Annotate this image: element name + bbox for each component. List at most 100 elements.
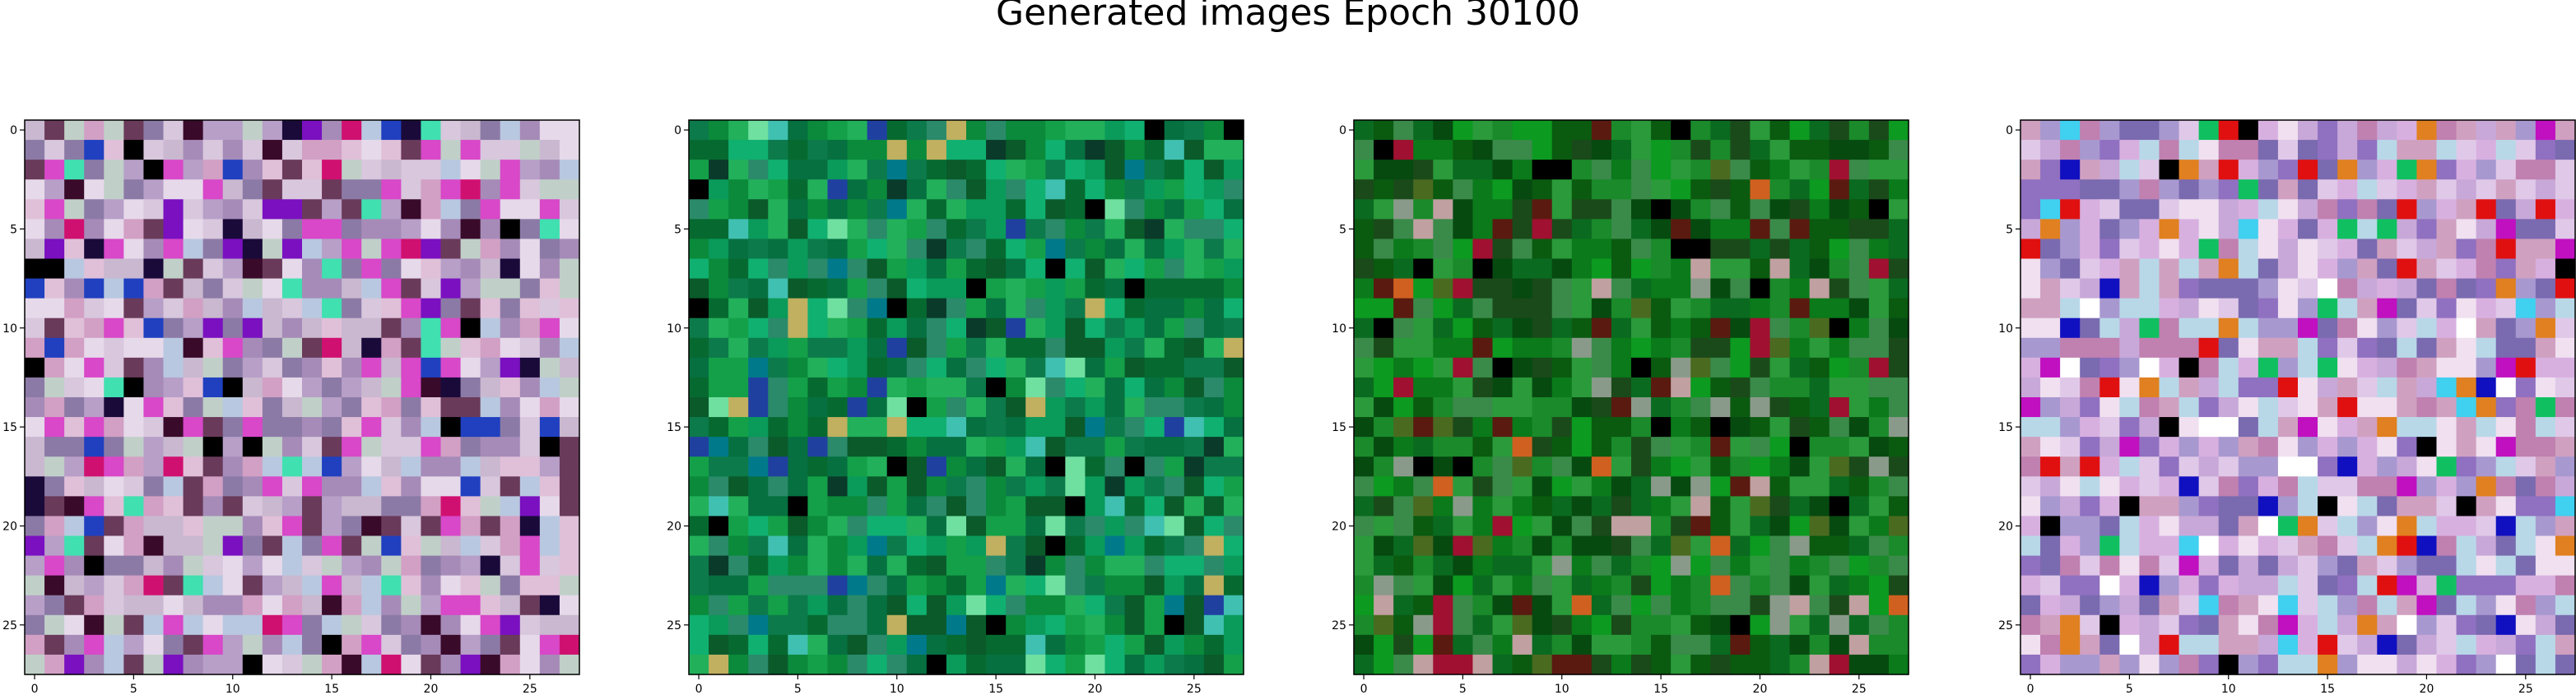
pixel-cell	[2377, 377, 2397, 398]
pixel-cell	[2178, 258, 2200, 280]
pixel-cell	[163, 199, 184, 220]
pixel-cell	[1354, 337, 1374, 359]
pixel-cell	[1512, 258, 1533, 280]
pixel-cell	[2436, 575, 2457, 596]
pixel-cell	[242, 298, 263, 319]
pixel-cell	[1144, 654, 1165, 675]
pixel-cell	[480, 535, 501, 557]
pixel-cell	[1164, 278, 1185, 299]
pixel-cell	[519, 614, 541, 636]
pixel-cell	[906, 298, 928, 319]
pixel-cell	[1374, 278, 1394, 299]
pixel-cell	[847, 555, 868, 577]
axes-frame	[1353, 119, 1909, 675]
pixel-cell	[163, 140, 184, 160]
pixel-cell	[2020, 317, 2041, 339]
pixel-cell	[143, 239, 165, 260]
pixel-cell	[2337, 298, 2358, 319]
pixel-cell	[2040, 555, 2061, 577]
pixel-cell	[440, 654, 462, 675]
pixel-cell	[1532, 555, 1553, 577]
pixel-cell	[1789, 496, 1811, 517]
pixel-cell	[2515, 258, 2536, 280]
pixel-cell	[2318, 120, 2338, 141]
pixel-cell	[1006, 278, 1026, 299]
axes-frame	[2020, 119, 2576, 675]
x-tick-label: 15	[988, 683, 1003, 695]
pixel-cell	[2555, 417, 2576, 438]
pixel-cell	[519, 595, 541, 616]
pixel-cell	[1065, 239, 1086, 260]
pixel-cell	[361, 357, 382, 378]
pixel-cell	[183, 357, 204, 378]
pixel-cell	[906, 654, 928, 675]
pixel-cell	[559, 258, 580, 280]
pixel-cell	[1789, 278, 1811, 299]
pixel-cell	[559, 199, 580, 220]
pixel-cell	[1472, 179, 1494, 200]
pixel-cell	[1453, 417, 1474, 438]
pixel-cell	[2040, 377, 2061, 398]
pixel-cell	[2456, 377, 2477, 398]
pixel-cell	[2277, 397, 2299, 418]
pixel-cell	[1124, 317, 1146, 339]
x-tick-label: 25	[1187, 683, 1202, 695]
y-tick-label: 20	[667, 520, 681, 533]
pixel-cell	[748, 377, 769, 398]
pixel-cell	[1868, 397, 1890, 418]
pixel-cell	[1472, 476, 1494, 497]
pixel-cell	[2257, 516, 2279, 537]
pixel-cell	[2318, 160, 2338, 180]
pixel-cell	[1571, 278, 1593, 299]
pixel-cell	[2238, 496, 2259, 517]
pixel-cell	[322, 555, 342, 577]
pixel-cell	[2476, 120, 2497, 141]
pixel-cell	[1006, 456, 1026, 477]
pixel-cell	[2198, 278, 2220, 299]
pixel-cell	[2298, 634, 2318, 656]
pixel-cell	[460, 160, 481, 180]
pixel-cell	[2535, 535, 2556, 557]
pixel-cell	[381, 595, 402, 616]
pixel-cell	[1045, 258, 1066, 280]
pixel-cell	[2277, 614, 2299, 636]
pixel-cell	[1730, 614, 1751, 636]
pixel-cell	[1611, 417, 1632, 438]
pixel-cell	[1868, 456, 1890, 477]
pixel-cell	[1690, 357, 1711, 378]
pixel-cell	[1888, 219, 1909, 240]
pixel-cell	[1750, 654, 1771, 675]
pixel-cell	[2139, 160, 2160, 180]
pixel-cell	[1354, 258, 1374, 280]
pixel-cell	[2397, 160, 2418, 180]
pixel-cell	[1433, 555, 1453, 577]
pixel-cell	[2397, 298, 2418, 319]
pixel-cell	[728, 199, 749, 220]
pixel-cell	[2416, 278, 2438, 299]
pixel-cell	[1183, 337, 1205, 359]
pixel-cell	[986, 377, 1007, 398]
pixel-cell	[302, 357, 323, 378]
pixel-cell	[262, 140, 283, 160]
pixel-cell	[1631, 357, 1652, 378]
pixel-cell	[728, 298, 749, 319]
pixel-cell	[788, 535, 809, 557]
pixel-cell	[1065, 337, 1086, 359]
pixel-cell	[222, 160, 244, 180]
pixel-cell	[222, 555, 244, 577]
pixel-cell	[1164, 357, 1185, 378]
pixel-cell	[1769, 437, 1791, 457]
pixel-cell	[1532, 377, 1553, 398]
pixel-cell	[1104, 298, 1126, 319]
pixel-cell	[183, 199, 204, 220]
pixel-cell	[64, 199, 85, 220]
pixel-cell	[25, 298, 45, 319]
pixel-cell	[1045, 535, 1066, 557]
pixel-cell	[1611, 614, 1632, 636]
pixel-cell	[460, 575, 481, 596]
pixel-cell	[1492, 239, 1514, 260]
pixel-cell	[539, 317, 560, 339]
pixel-cell	[2099, 278, 2120, 299]
pixel-cell	[689, 555, 709, 577]
